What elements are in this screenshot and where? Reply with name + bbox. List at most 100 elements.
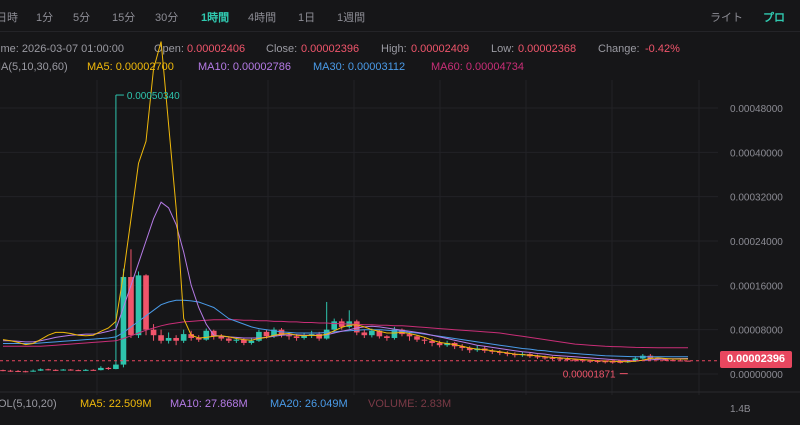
vol-ma10-value: MA10: 27.868M bbox=[170, 398, 248, 410]
candle-body bbox=[534, 356, 541, 358]
candle-body bbox=[75, 370, 82, 372]
candle-body bbox=[662, 359, 669, 361]
candle-body bbox=[278, 329, 285, 336]
candle-body bbox=[226, 338, 232, 341]
candle-body bbox=[248, 340, 255, 343]
candle-body bbox=[496, 351, 503, 353]
ma5-value: MA5: 0.00002700 bbox=[87, 61, 174, 73]
ma10-value: MA10: 0.00002786 bbox=[198, 61, 291, 73]
candle-body bbox=[82, 369, 89, 371]
candle-body bbox=[338, 321, 345, 327]
vol-ma20-value: MA20: 26.049M bbox=[270, 398, 348, 410]
candle-body bbox=[271, 329, 277, 337]
candle-body bbox=[594, 360, 601, 362]
pro-mode-toggle[interactable]: プロ bbox=[763, 12, 785, 24]
candle-body bbox=[489, 350, 496, 352]
candle-body bbox=[150, 329, 157, 336]
candle-body bbox=[158, 335, 164, 341]
candle-body bbox=[504, 352, 511, 355]
interval-tab-8[interactable]: 1週間 bbox=[337, 12, 366, 24]
candle-body bbox=[564, 359, 571, 361]
candle-body bbox=[218, 336, 225, 339]
interval-tab-3[interactable]: 15分 bbox=[112, 12, 136, 24]
candle-body bbox=[203, 330, 210, 340]
candle-body bbox=[602, 361, 609, 363]
candle-body bbox=[241, 339, 247, 343]
candle-body bbox=[15, 370, 21, 372]
candle-body bbox=[353, 321, 360, 333]
candle-body bbox=[52, 369, 59, 371]
ma-title: IA(5,10,30,60) bbox=[0, 61, 68, 73]
candle-body bbox=[60, 369, 67, 371]
candle-time: ime: 2026-03-07 01:00:00 bbox=[0, 43, 124, 55]
candle-body bbox=[421, 339, 428, 341]
candle-body bbox=[105, 367, 112, 370]
low-label: Low: bbox=[491, 43, 515, 55]
interval-tab-7[interactable]: 1日 bbox=[298, 12, 316, 24]
candle-body bbox=[685, 360, 691, 362]
candle-body bbox=[113, 364, 119, 370]
high-marker-label: 0.00050340 bbox=[127, 91, 180, 102]
candle-body bbox=[406, 334, 413, 337]
y-tick-label: 0.00048000 bbox=[730, 104, 783, 115]
current-price-tag: 0.00002396 bbox=[720, 351, 792, 368]
open-value: 0.00002406 bbox=[187, 43, 246, 55]
ma60-line bbox=[3, 319, 688, 349]
interval-tab-6[interactable]: 4時間 bbox=[248, 12, 277, 24]
candle-body bbox=[308, 334, 315, 336]
candle-body bbox=[37, 369, 44, 371]
volume-tick-label: 1.4B bbox=[730, 404, 751, 415]
candle-body bbox=[549, 357, 556, 359]
y-tick-label: 0.00016000 bbox=[730, 281, 783, 292]
candle-body bbox=[188, 334, 195, 338]
candle-body bbox=[632, 358, 639, 362]
candle-body bbox=[263, 331, 270, 337]
candle-body bbox=[30, 370, 36, 372]
candle-body bbox=[22, 371, 29, 373]
candle-body bbox=[233, 339, 240, 341]
candle-body bbox=[195, 337, 202, 340]
interval-tab-1[interactable]: 1分 bbox=[36, 12, 54, 24]
interval-tab-2[interactable]: 5分 bbox=[73, 12, 91, 24]
ma30-value: MA30: 0.00003112 bbox=[313, 61, 406, 73]
change-value: -0.42% bbox=[645, 43, 680, 55]
candle-body bbox=[143, 275, 149, 330]
light-mode-toggle[interactable]: ライト bbox=[710, 12, 743, 24]
volume-value: VOLUME: 2.83M bbox=[368, 398, 452, 410]
candle-body bbox=[180, 334, 187, 341]
candle-body bbox=[391, 329, 398, 338]
high-value: 0.00002409 bbox=[411, 43, 470, 55]
candle-body bbox=[331, 321, 338, 330]
candle-body bbox=[165, 337, 172, 341]
low-value: 0.00002368 bbox=[518, 43, 577, 55]
candle-body bbox=[90, 369, 97, 371]
y-tick-label: 0.00008000 bbox=[730, 326, 783, 337]
change-label: Change: bbox=[598, 43, 640, 55]
candle-body bbox=[459, 346, 465, 348]
candle-body bbox=[557, 358, 563, 360]
interval-tab-5[interactable]: 1時間 bbox=[201, 12, 230, 24]
interval-tab-0[interactable]: 日時 bbox=[0, 12, 18, 24]
candle-body bbox=[617, 361, 624, 363]
candle-body bbox=[542, 357, 548, 359]
candle-body bbox=[316, 334, 322, 339]
ma30-line bbox=[3, 299, 688, 358]
interval-tab-4[interactable]: 30分 bbox=[155, 12, 179, 24]
candle-body bbox=[399, 329, 405, 335]
candle-body bbox=[609, 361, 616, 363]
close-label: Close: bbox=[266, 43, 298, 55]
candle-body bbox=[301, 335, 307, 338]
candle-body bbox=[429, 340, 435, 343]
candle-body bbox=[67, 369, 74, 371]
candle-body bbox=[286, 335, 292, 337]
ma10-line bbox=[3, 201, 689, 362]
y-tick-label: 0.00024000 bbox=[730, 237, 783, 248]
candle-body bbox=[256, 331, 262, 341]
candle-body bbox=[436, 342, 443, 346]
candle-body bbox=[135, 275, 142, 336]
close-value: 0.00002396 bbox=[301, 43, 360, 55]
ma60-value: MA60: 0.00004734 bbox=[431, 61, 524, 73]
candle-body bbox=[45, 369, 51, 371]
candle-body bbox=[384, 336, 390, 338]
